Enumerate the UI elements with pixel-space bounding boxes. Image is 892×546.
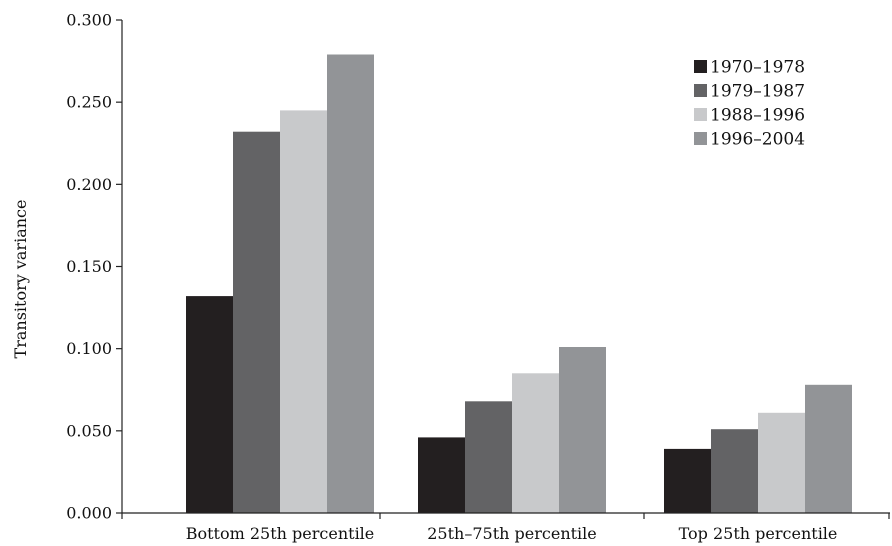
legend-swatch [694, 84, 707, 97]
bar-1-0 [418, 437, 465, 513]
legend: 1970–1978 1979–1987 1988–1996 1996–2004 [694, 58, 805, 150]
x-tick-label: Bottom 25th percentile [186, 524, 375, 543]
y-tick-label: 0.100 [66, 339, 112, 358]
bar-0-1 [233, 131, 280, 513]
bar-2-1 [711, 429, 758, 513]
legend-swatch [694, 60, 707, 73]
bar-1-1 [465, 401, 512, 513]
x-tick-label: Top 25th percentile [679, 524, 838, 543]
y-tick-label: 0.000 [66, 504, 112, 523]
bar-2-2 [758, 412, 805, 513]
y-tick-label: 0.300 [66, 11, 112, 30]
legend-swatch [694, 132, 707, 145]
bar-2-3 [805, 384, 852, 513]
bar-1-2 [512, 373, 559, 513]
bar-0-0 [186, 296, 233, 513]
bar-2-0 [664, 448, 711, 513]
legend-label: 1970–1978 [710, 58, 805, 78]
y-tick-label: 0.200 [66, 175, 112, 194]
y-tick-label: 0.250 [66, 93, 112, 112]
bar-0-3 [327, 54, 374, 513]
bar-1-3 [559, 347, 606, 513]
legend-swatch [694, 108, 707, 121]
axes-layer: 0.000 0.050 0.100 0.150 0.200 0.250 0.300 Botto… [66, 11, 890, 543]
legend-label: 1988–1996 [710, 106, 805, 126]
y-tick-label: 0.050 [66, 421, 112, 440]
legend-label: 1979–1987 [710, 82, 805, 102]
bars-layer [186, 54, 852, 514]
legend-label: 1996–2004 [710, 130, 805, 150]
bar-0-2 [280, 110, 327, 514]
y-axis-title: Transitory variance [11, 200, 30, 359]
x-tick-label: 25th–75th percentile [427, 524, 597, 543]
y-tick-label: 0.150 [66, 257, 112, 276]
y-axis-title-group: Transitory variance [11, 200, 30, 359]
